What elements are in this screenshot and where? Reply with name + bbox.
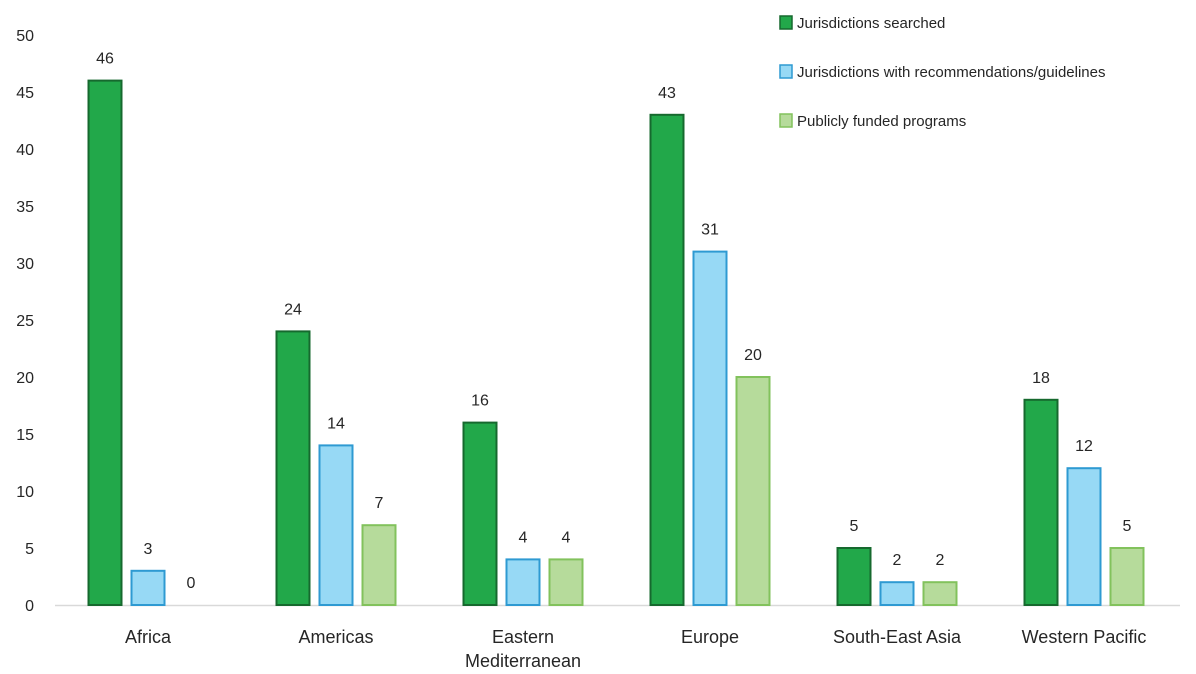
y-tick-label: 10 [16,484,34,501]
bar-value-label: 2 [893,552,902,569]
legend-swatch [779,113,793,128]
bar [922,581,958,607]
y-tick-label: 40 [16,142,34,159]
bar [735,376,771,606]
bar-value-label: 18 [1032,370,1050,387]
x-tick-label: South-East Asia [833,627,962,647]
y-tick-label: 30 [16,256,34,273]
bar-value-label: 5 [1123,518,1132,535]
bar-value-label: 0 [187,575,196,592]
bar [879,581,915,607]
bar-value-label: 4 [519,529,528,546]
bar [1023,398,1059,606]
bar [318,444,354,606]
legend-label: Jurisdictions with recommendations/guide… [797,64,1105,81]
bar-value-label: 4 [562,529,571,546]
bar [87,79,123,607]
y-tick-label: 20 [16,370,34,387]
bar-value-label: 5 [850,518,859,535]
x-tick-label: Americas [298,627,373,647]
bar [836,547,872,606]
y-tick-label: 35 [16,199,34,216]
x-axis: Africa Americas Eastern Mediterranean Europe… [55,604,1180,671]
y-tick-label: 15 [16,427,34,444]
bar-series-group [87,79,1145,607]
bar-value-label: 12 [1075,438,1093,455]
bar-value-label: 16 [471,393,489,410]
bar [692,250,728,606]
x-tick-label: Europe [681,627,739,647]
bar [505,558,541,607]
x-tick-label: Africa [125,627,172,647]
bar-value-label: 24 [284,301,302,318]
bar [649,113,685,607]
bar-value-label: 3 [144,541,153,558]
y-tick-label: 50 [16,28,34,45]
bar [1066,467,1102,607]
x-tick-label: Eastern Mediterranean [465,627,581,669]
bar [462,421,498,606]
bar [1109,547,1145,606]
legend-swatch [779,64,793,79]
bar-value-label: 14 [327,415,345,432]
bar [361,524,397,607]
y-axis: 0 5 10 15 20 25 30 35 40 45 50 [16,28,34,615]
bar-value-label: 46 [96,51,114,68]
y-tick-label: 0 [25,598,34,615]
bar [275,330,311,606]
y-tick-label: 45 [16,85,34,102]
data-labels-group: 46 24 16 43 5 18 3 14 4 31 2 12 0 7 4 20 2 5 [96,51,1131,592]
bar-value-label: 7 [375,495,384,512]
legend-swatch [779,15,793,30]
bar [548,558,584,607]
bar-value-label: 43 [658,85,676,102]
y-tick-label: 5 [25,541,34,558]
legend: Jurisdictions searched Jurisdictions with… [779,15,1105,130]
legend-label: Publicly funded programs [797,113,966,130]
bar-value-label: 2 [936,552,945,569]
bar-value-label: 31 [701,222,719,239]
y-tick-label: 25 [16,313,34,330]
bar-value-label: 20 [744,347,762,364]
legend-label: Jurisdictions searched [797,15,945,32]
x-tick-label: Western Pacific [1022,627,1147,647]
bar [130,569,166,606]
